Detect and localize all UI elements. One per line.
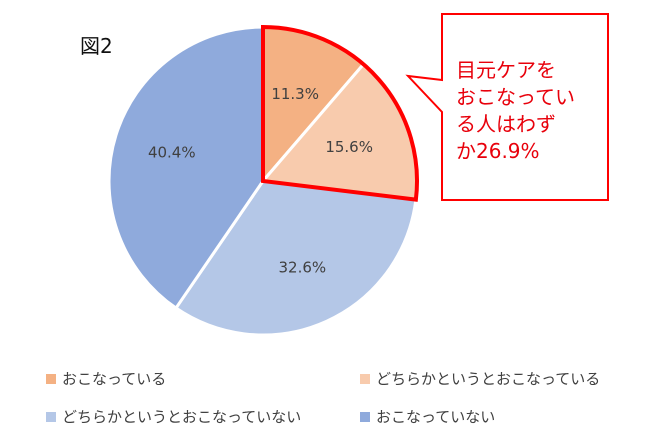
pie-slice [173, 179, 418, 337]
slice-data-label: 32.6% [279, 259, 327, 277]
callout-text-line: か26.9% [456, 139, 540, 163]
legend-item: おこなっていない [360, 406, 495, 427]
callout-box [405, 13, 609, 201]
figure-label: 図2 [80, 34, 113, 58]
legend-item: おこなっている [46, 368, 166, 389]
legend-label: おこなっていない [376, 408, 496, 426]
legend-item: どちらかというとおこなっている [360, 368, 600, 389]
legend-swatch [46, 373, 56, 384]
legend-swatch [46, 411, 56, 422]
legend-label: どちらかというとおこなっている [376, 370, 601, 388]
highlight-outline [261, 24, 419, 202]
slice-data-label: 15.6% [325, 138, 373, 156]
legend-swatch [360, 411, 370, 422]
slice-labels: 11.3% 15.6% 32.6% 40.4% [148, 85, 373, 277]
legend-swatch [360, 373, 370, 384]
slice-data-label: 40.4% [148, 143, 196, 161]
highlight-group [261, 24, 419, 202]
callout-text-line: る人はわず [456, 112, 556, 136]
legend-label: おこなっている [62, 370, 167, 388]
slice-data-label: 11.3% [271, 85, 319, 103]
callout-text-line: おこなってい [456, 85, 575, 109]
legend-item: どちらかというとおこなっていない [46, 406, 301, 427]
legend-label: どちらかというとおこなっていない [62, 408, 302, 426]
callout-text-line: 目元ケアを [456, 58, 556, 82]
pie-slice [107, 25, 265, 311]
